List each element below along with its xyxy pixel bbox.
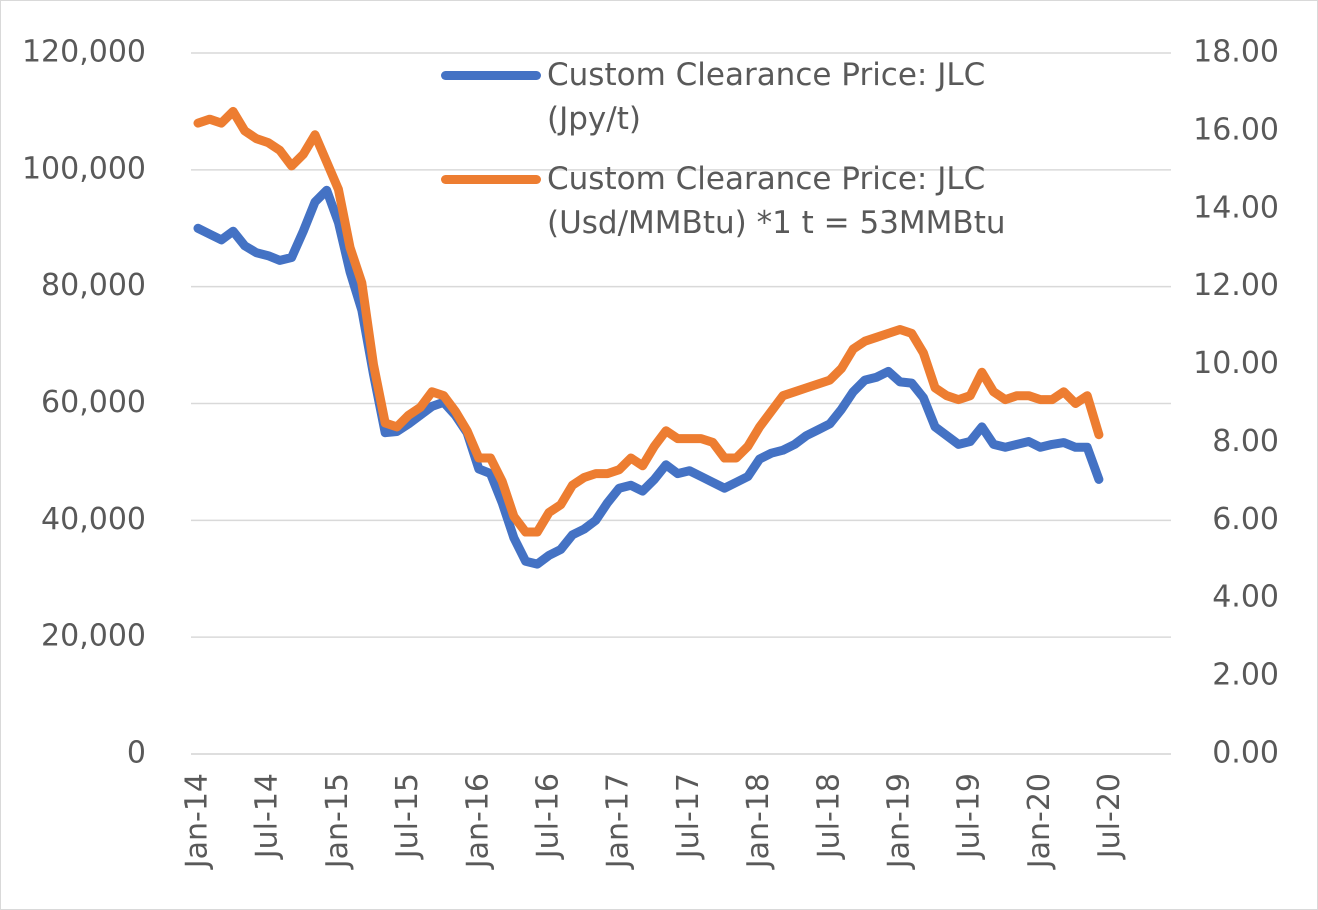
- y2-tick-label: 10.00: [1193, 346, 1279, 381]
- y-tick-label: 20,000: [41, 619, 146, 654]
- y-tick-label: 40,000: [41, 502, 146, 537]
- legend-entry: Custom Clearance Price: JLC (Usd/MMBtu) …: [441, 157, 1061, 245]
- y-tick-label: 0: [127, 736, 146, 771]
- y-tick-label: 80,000: [41, 268, 146, 303]
- x-tick-label: Jul-18: [811, 773, 846, 860]
- legend: Custom Clearance Price: JLC (Jpy/t) Custo…: [441, 53, 1061, 261]
- y-tick-label: 60,000: [41, 385, 146, 420]
- x-tick-label: Jan-14: [180, 773, 215, 870]
- y2-tick-label: 6.00: [1212, 502, 1279, 537]
- y2-tick-label: 14.00: [1193, 190, 1279, 225]
- x-tick-label: Jan-20: [1022, 773, 1057, 870]
- y2-tick-label: 16.00: [1193, 112, 1279, 147]
- x-tick-label: Jan-15: [320, 773, 355, 870]
- y2-tick-label: 4.00: [1212, 580, 1279, 615]
- y2-tick-label: 18.00: [1193, 35, 1279, 70]
- x-tick-label: Jan-17: [601, 773, 636, 870]
- x-tick-label: Jul-19: [952, 773, 987, 860]
- x-tick-label: Jul-20: [1092, 773, 1127, 860]
- legend-label: Custom Clearance Price: JLC (Jpy/t): [547, 57, 986, 137]
- x-tick-label: Jan-18: [741, 773, 776, 870]
- y2-tick-label: 12.00: [1193, 268, 1279, 303]
- x-tick-label: Jul-14: [250, 773, 285, 860]
- legend-label: Custom Clearance Price: JLC (Usd/MMBtu) …: [547, 161, 1006, 241]
- series-line: [193, 185, 1104, 569]
- x-tick-label: Jul-16: [531, 773, 566, 860]
- series-line: [193, 106, 1104, 537]
- x-tick-label: Jul-17: [671, 773, 706, 860]
- x-tick-label: Jan-16: [460, 773, 495, 870]
- x-tick-label: Jan-19: [882, 773, 917, 870]
- y2-tick-label: 0.00: [1212, 736, 1279, 771]
- legend-swatch: [441, 175, 541, 184]
- legend-swatch: [441, 71, 541, 80]
- legend-entry: Custom Clearance Price: JLC (Jpy/t): [441, 53, 1061, 141]
- y2-tick-label: 8.00: [1212, 424, 1279, 459]
- y-tick-label: 120,000: [22, 35, 146, 70]
- y-tick-label: 100,000: [22, 151, 146, 186]
- x-tick-label: Jul-15: [390, 773, 425, 860]
- y2-tick-label: 2.00: [1212, 658, 1279, 693]
